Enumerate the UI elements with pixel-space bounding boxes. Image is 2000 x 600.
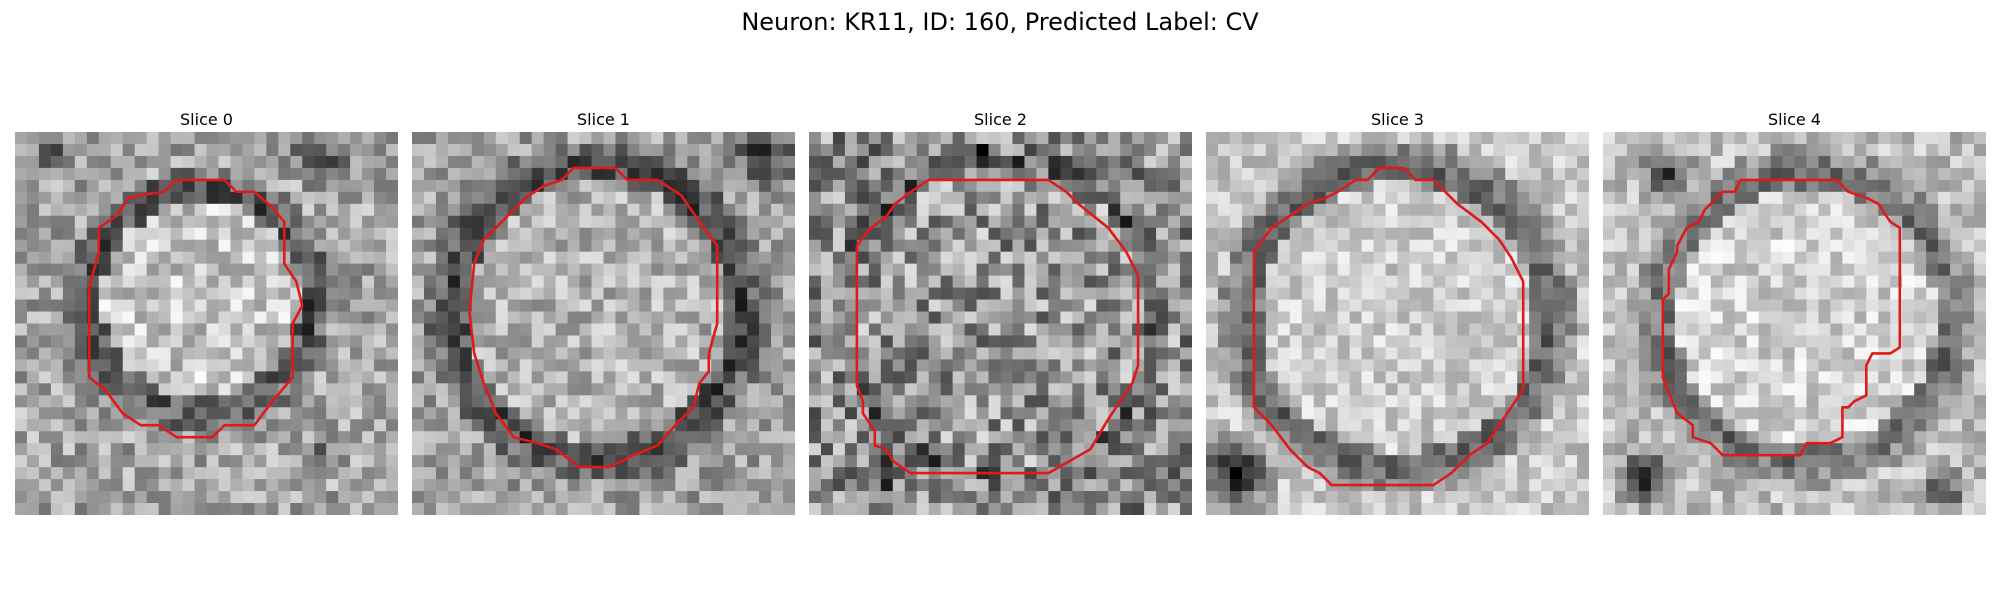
cell-contour-outline [87, 178, 304, 439]
microscopy-slice-graphic [1206, 132, 1589, 515]
cell-contour-outline [1252, 166, 1525, 487]
figure-title: Neuron: KR11, ID: 160, Predicted Label: … [741, 8, 1259, 36]
microscopy-slice-graphic [412, 132, 795, 515]
slice-panel-2: Slice 2 [809, 108, 1192, 515]
grayscale-pixels [1206, 132, 1589, 515]
slice-title-3: Slice 3 [1371, 110, 1424, 129]
slice-title-0: Slice 0 [180, 110, 233, 129]
slice-title-1: Slice 1 [577, 110, 630, 129]
grayscale-pixels [15, 132, 398, 515]
grayscale-pixels [412, 132, 795, 515]
slice-image-3 [1206, 132, 1589, 515]
grayscale-pixels [809, 132, 1192, 515]
cell-contour-outline [1661, 178, 1902, 457]
slice-image-1 [412, 132, 795, 515]
slice-panel-4: Slice 4 [1603, 108, 1986, 515]
slice-panel-3: Slice 3 [1206, 108, 1589, 515]
cell-contour-outline [468, 166, 719, 469]
grayscale-pixels [1603, 132, 1986, 515]
cell-contour-outline [855, 178, 1140, 475]
slice-title-2: Slice 2 [974, 110, 1027, 129]
slice-title-4: Slice 4 [1768, 110, 1821, 129]
slice-panel-1: Slice 1 [412, 108, 795, 515]
slice-panel-0: Slice 0 [15, 108, 398, 515]
slice-image-4 [1603, 132, 1986, 515]
slice-image-0 [15, 132, 398, 515]
microscopy-slice-graphic [809, 132, 1192, 515]
microscopy-slice-graphic [1603, 132, 1986, 515]
microscopy-slice-graphic [15, 132, 398, 515]
slice-image-2 [809, 132, 1192, 515]
